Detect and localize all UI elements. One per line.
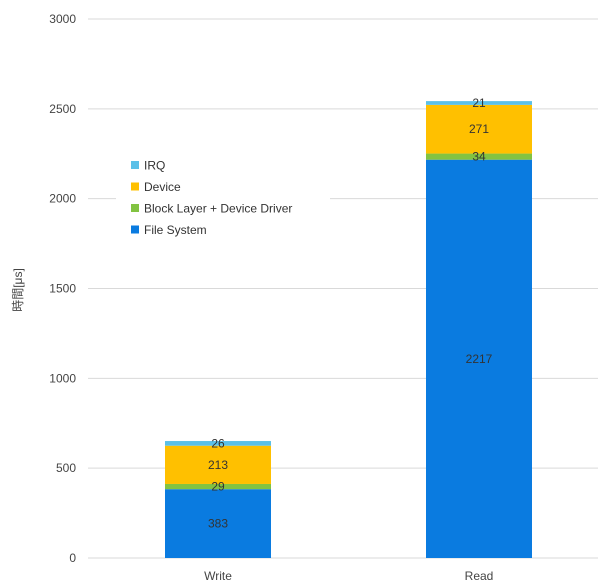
y-axis-label: 時間[μs] — [11, 268, 25, 312]
legend-background — [116, 152, 330, 244]
bar-read-device — [426, 104, 532, 154]
data-label-write-device: 213 — [208, 458, 228, 472]
bar-write-irq — [165, 441, 271, 446]
bar-write-block-layer-device-driver — [165, 483, 271, 490]
category-label-read: Read — [465, 569, 494, 583]
bar-write-device — [165, 445, 271, 484]
legend-label-block-layer-device-driver: Block Layer + Device Driver — [144, 202, 292, 216]
x-axis-categories: Write Read — [204, 569, 493, 583]
bar-read-irq — [426, 101, 532, 105]
y-tick-label: 2000 — [49, 192, 76, 206]
data-label-read-device: 271 — [469, 122, 489, 136]
data-labels: 383 29 213 26 2217 34 271 21 — [208, 96, 493, 531]
data-label-write-file-system: 383 — [208, 517, 228, 531]
y-tick-label: 1000 — [49, 371, 76, 385]
bar-write-file-system — [165, 489, 271, 558]
y-tick-label: 0 — [69, 551, 76, 565]
data-label-write-irq: 26 — [211, 436, 225, 450]
y-tick-label: 500 — [56, 461, 76, 475]
data-label-read-file-system: 2217 — [466, 352, 493, 366]
y-tick-label: 2500 — [49, 102, 76, 116]
y-tick-label: 1500 — [49, 282, 76, 296]
bar-read-block-layer-device-driver — [426, 153, 532, 160]
y-axis-ticks: 0 500 1000 1500 2000 2500 3000 — [49, 12, 76, 565]
legend: IRQ Device Block Layer + Device Driver File… — [116, 152, 330, 244]
category-label-write: Write — [204, 569, 232, 583]
legend-swatch-irq — [131, 161, 139, 169]
bars — [165, 101, 532, 558]
bar-read-file-system — [426, 159, 532, 558]
data-label-write-block-layer-device-driver: 29 — [211, 480, 225, 494]
data-label-read-irq: 21 — [472, 96, 486, 110]
legend-swatch-device — [131, 182, 139, 191]
data-label-read-block-layer-device-driver: 34 — [472, 150, 486, 164]
legend-swatch-block-layer-device-driver — [131, 204, 139, 212]
y-tick-label: 3000 — [49, 12, 76, 26]
legend-label-file-system: File System — [144, 223, 207, 237]
legend-label-device: Device — [144, 180, 181, 194]
legend-label-irq: IRQ — [144, 159, 165, 173]
legend-swatch-file-system — [131, 225, 139, 234]
